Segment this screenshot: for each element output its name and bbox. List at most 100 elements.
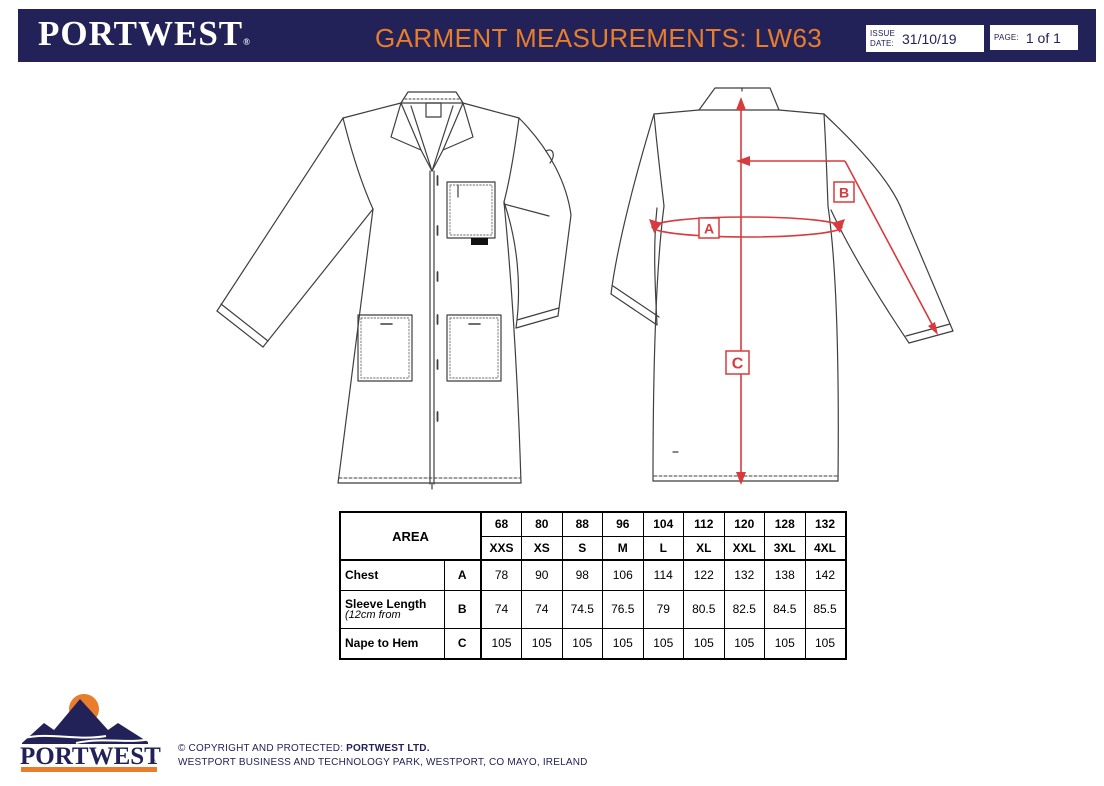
front-body-right-seam: [503, 201, 522, 484]
measurement-arrow-b: [736, 156, 938, 335]
page-label: PAGE:: [994, 32, 1019, 42]
measurement-letter-cell: B: [443, 589, 482, 629]
svg-text:C: C: [732, 356, 744, 373]
size-code-cell: 120: [723, 511, 765, 537]
issue-date-box: ISSUE DATE: 31/10/19: [866, 25, 984, 52]
measurement-note: (12cm from: [345, 609, 401, 621]
measurement-name-cell: Chest: [339, 559, 445, 591]
front-collar: [400, 91, 464, 104]
front-left-sleeve: [216, 117, 374, 348]
back-body-right-seam: [827, 205, 839, 482]
left-hip-pocket: [357, 314, 413, 382]
table-row-nape-to-hem: Nape to Hem C 105 105 105 105 105 105 10…: [339, 627, 846, 660]
mountain-icon: [22, 699, 148, 744]
measurement-value-cell: 114: [642, 559, 684, 591]
registered-mark-icon: ®: [243, 37, 251, 47]
brand-label-tab: [471, 238, 488, 245]
page-title: GARMENT MEASUREMENTS: LW63: [375, 23, 823, 53]
brand-text: PORTWEST: [38, 14, 244, 53]
measurement-label-a: A: [698, 217, 720, 239]
svg-text:A: A: [704, 221, 714, 237]
right-hip-pocket: [446, 314, 502, 382]
chest-pocket: [446, 181, 496, 245]
measurement-value-cell: 138: [764, 559, 806, 591]
measurement-letter-cell: C: [443, 627, 482, 660]
measurement-value-cell: 78: [480, 559, 522, 591]
measurement-label-b: B: [833, 181, 855, 203]
size-code-cell: 88: [561, 511, 603, 537]
size-table: AREA 68 80 88 96 104 112 120 128 132 XXS…: [339, 511, 847, 660]
page-number-box: PAGE: 1 of 1: [990, 25, 1078, 50]
front-view-drawing: [216, 91, 572, 490]
measurement-value-cell: 132: [723, 559, 765, 591]
copyright-company: PORTWEST LTD.: [346, 743, 430, 754]
measurement-letter-cell: A: [443, 559, 482, 591]
measurement-value-cell: 79: [642, 589, 684, 629]
garment-diagram: A B C: [216, 87, 954, 490]
measurement-value-cell: 105: [804, 627, 846, 660]
measurement-name-cell: Sleeve Length (12cm from: [339, 589, 445, 629]
measurement-value-cell: 105: [723, 627, 765, 660]
measurement-arrow-c: [736, 97, 746, 485]
back-right-sleeve: [823, 113, 954, 344]
measurement-value-cell: 82.5: [723, 589, 765, 629]
back-view-drawing: [610, 87, 954, 482]
size-name-cell: XS: [521, 535, 563, 561]
size-name-cell: 3XL: [764, 535, 806, 561]
size-name-cell: S: [561, 535, 603, 561]
size-name-cell: XL: [683, 535, 725, 561]
copyright-line: © COPYRIGHT AND PROTECTED: PORTWEST LTD.: [178, 743, 430, 754]
measurement-value-cell: 142: [804, 559, 846, 591]
measurement-label-c: C: [725, 350, 750, 375]
issue-date-label: ISSUE DATE:: [870, 29, 896, 48]
measurement-value-cell: 105: [521, 627, 563, 660]
size-code-cell: 96: [602, 511, 644, 537]
measurement-value-cell: 122: [683, 559, 725, 591]
size-code-cell: 80: [521, 511, 563, 537]
measurement-value-cell: 90: [521, 559, 563, 591]
footer-logo-text: PORTWEST: [20, 743, 161, 770]
issue-date-value: 31/10/19: [902, 30, 957, 47]
size-name-cell: XXL: [723, 535, 765, 561]
measurement-value-cell: 76.5: [602, 589, 644, 629]
table-row-sleeve-length: Sleeve Length (12cm from B 74 74 74.5 76…: [339, 589, 846, 629]
size-name-cell: M: [602, 535, 644, 561]
page-value: 1 of 1: [1025, 29, 1061, 46]
measurement-value-cell: 106: [602, 559, 644, 591]
size-code-cell: 112: [683, 511, 725, 537]
measurement-value-cell: 105: [764, 627, 806, 660]
measurement-value-cell: 80.5: [683, 589, 725, 629]
measurement-value-cell: 74: [521, 589, 563, 629]
measurement-arrow-a: [649, 216, 845, 238]
measurement-value-cell: 98: [561, 559, 603, 591]
size-code-cell: 104: [642, 511, 684, 537]
measurement-value-cell: 74: [480, 589, 522, 629]
measurement-value-cell: 105: [683, 627, 725, 660]
measurement-value-cell: 105: [642, 627, 684, 660]
measurement-value-cell: 84.5: [764, 589, 806, 629]
size-name-cell: XXS: [480, 535, 522, 561]
back-left-sleeve: [610, 113, 660, 326]
measurement-value-cell: 74.5: [561, 589, 603, 629]
hanging-loop: [425, 102, 442, 118]
size-code-cell: 68: [480, 511, 522, 537]
size-code-cell: 128: [764, 511, 806, 537]
front-body-left-seam: [337, 208, 374, 484]
measurement-name-cell: Nape to Hem: [339, 627, 445, 660]
address-line: WESTPORT BUSINESS AND TECHNOLOGY PARK, W…: [178, 757, 588, 768]
size-name-cell: L: [642, 535, 684, 561]
header-bar: PORTWEST® GARMENT MEASUREMENTS: LW63 ISS…: [18, 9, 1096, 62]
measurement-value-cell: 105: [480, 627, 522, 660]
logo-underline: [21, 767, 157, 772]
measurement-value-cell: 105: [602, 627, 644, 660]
size-code-cell: 132: [804, 511, 846, 537]
brand-wordmark: PORTWEST®: [38, 14, 251, 54]
svg-text:B: B: [839, 185, 849, 201]
footer-logo: PORTWEST ®: [20, 694, 161, 772]
measurement-value-cell: 105: [561, 627, 603, 660]
area-header-cell: AREA: [339, 511, 482, 561]
measurement-value-cell: 85.5: [804, 589, 846, 629]
size-name-cell: 4XL: [804, 535, 846, 561]
back-body-left-seam: [652, 205, 665, 482]
table-row-chest: Chest A 78 90 98 106 114 122 132 138 142: [339, 559, 846, 591]
